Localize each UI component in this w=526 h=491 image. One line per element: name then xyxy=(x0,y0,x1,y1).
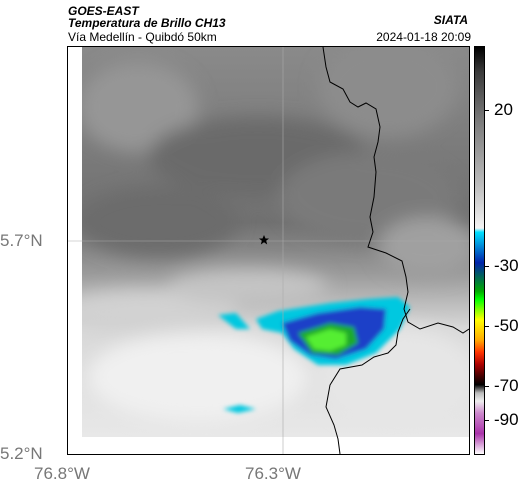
lon-label-76-8: 76.8°W xyxy=(34,464,90,483)
map-canvas xyxy=(68,47,469,454)
colorbar-label-minus-30: -30 xyxy=(494,256,519,275)
lon-label-76-3: 76.3°W xyxy=(245,464,301,483)
star-icon xyxy=(259,235,269,245)
satellite-name: GOES-EAST xyxy=(68,4,139,18)
product-title: Temperatura de Brillo CH13 xyxy=(68,16,226,30)
satellite-map[interactable] xyxy=(67,46,470,455)
colorbar xyxy=(474,46,485,455)
timestamp-label: 2024-01-18 20:09 xyxy=(376,30,471,44)
colorbar-label-minus-50: -50 xyxy=(494,316,519,335)
colorbar-label-minus-90: -90 xyxy=(494,410,519,429)
colorbar-label-minus-70: -70 xyxy=(494,376,519,395)
lat-label-5-2: 5.2°N xyxy=(0,444,43,463)
colorbar-label-20: 20 xyxy=(494,100,513,119)
lat-label-5-7: 5.7°N xyxy=(0,231,43,250)
region-label: Vía Medellín - Quibdó 50km xyxy=(68,30,217,44)
gridlines xyxy=(68,47,469,454)
city-marker xyxy=(259,235,269,245)
brightness-temperature-field xyxy=(68,47,469,454)
cold-cloud-tops xyxy=(218,297,410,413)
borders xyxy=(322,47,469,454)
institution-label: SIATA xyxy=(433,13,468,27)
